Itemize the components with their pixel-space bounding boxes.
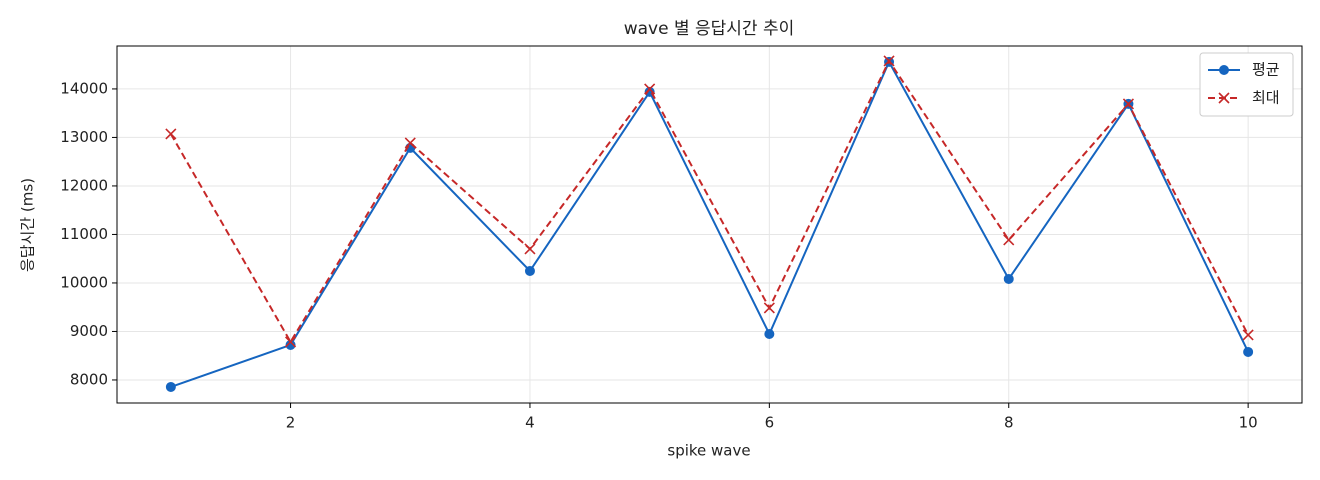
x-tick-label: 2: [286, 414, 296, 432]
legend-label: 평균: [1252, 61, 1280, 79]
marker: [1243, 346, 1254, 357]
marker: [165, 381, 176, 392]
x-tick-label: 6: [765, 414, 775, 432]
y-tick-label: 14000: [60, 79, 108, 97]
series-line: [169, 58, 1250, 344]
x-tick-label: 10: [1239, 414, 1258, 432]
y-tick-label: 10000: [60, 273, 108, 291]
y-tick-label: 8000: [70, 370, 108, 388]
marker: [284, 336, 297, 348]
marker: [524, 243, 536, 255]
marker: [763, 302, 775, 314]
marker: [524, 265, 535, 276]
marker: [1242, 329, 1254, 341]
y-tick-label: 12000: [60, 176, 108, 194]
plot-frame: [116, 45, 1303, 404]
y-axis-label: 응답시간 (ms): [19, 178, 37, 272]
marker: [1122, 98, 1135, 110]
marker: [1003, 273, 1014, 284]
series-line: [170, 59, 1250, 388]
marker: [644, 83, 656, 95]
marker: [404, 137, 416, 149]
legend-label: 최대: [1252, 89, 1280, 107]
x-axis-label: spike wave: [667, 442, 750, 460]
y-tick-label: 11000: [60, 225, 108, 243]
marker: [285, 339, 296, 350]
marker: [165, 128, 177, 140]
x-tick-label: 8: [1004, 414, 1014, 432]
y-tick-label: 9000: [70, 322, 108, 340]
marker: [764, 328, 775, 339]
chart-title: wave 별 응답시간 추이: [624, 19, 795, 39]
legend-marker: [1218, 92, 1230, 104]
x-tick-label: 4: [525, 414, 535, 432]
marker: [1003, 234, 1015, 246]
marker: [883, 55, 895, 67]
legend-marker: [1219, 65, 1229, 75]
y-tick-label: 13000: [60, 128, 108, 146]
